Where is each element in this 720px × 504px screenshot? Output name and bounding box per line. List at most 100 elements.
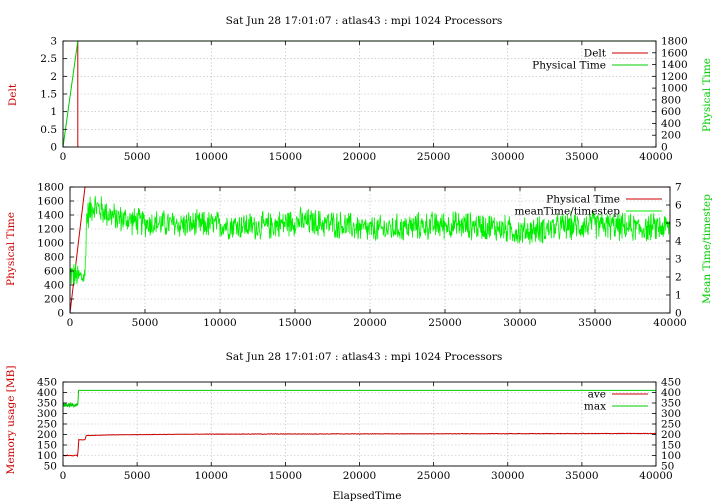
x-tick-label: 30000 (491, 151, 524, 163)
y2-tick-label: 1 (675, 290, 682, 302)
y2-tick-label: 50 (661, 461, 674, 473)
chart-panel-delt-physical-time: Sat Jun 28 17:01:07 : atlas43 : mpi 1024… (7, 15, 713, 163)
chart-title: Sat Jun 28 17:01:07 : atlas43 : mpi 1024… (226, 15, 503, 27)
x-tick-label: 0 (60, 151, 67, 163)
x-tick-label: 15000 (269, 151, 302, 163)
y2-tick-label: 4 (675, 236, 682, 248)
y2-tick-label: 5 (675, 218, 682, 230)
series-line-ave (63, 432, 657, 458)
x-tick-label: 10000 (195, 470, 228, 482)
y-tick-label: 400 (44, 280, 64, 292)
y-tick-label: 3 (50, 36, 57, 48)
y2-tick-label: 150 (661, 440, 681, 452)
y-axis-label: Delt (7, 83, 19, 106)
x-tick-label: 20000 (353, 317, 386, 329)
x-tick-label: 35000 (578, 317, 611, 329)
y-tick-label: 1400 (37, 210, 64, 222)
y2-tick-label: 1400 (661, 59, 688, 71)
y-tick-label: 150 (37, 440, 57, 452)
y2-tick-label: 250 (661, 419, 681, 431)
legend-label: Delt (584, 48, 607, 60)
x-tick-label: 10000 (203, 317, 236, 329)
x-tick-label: 25000 (417, 470, 450, 482)
x-axis-label: ElapsedTime (333, 490, 402, 502)
series-line-max (62, 389, 656, 409)
y2-tick-label: 400 (661, 118, 681, 130)
y2-tick-label: 7 (675, 182, 682, 194)
y2-tick-label: 0 (675, 308, 682, 320)
y2-tick-label: 3 (675, 254, 682, 266)
y-tick-label: 1 (50, 106, 57, 118)
legend-label: Physical Time (546, 194, 620, 206)
y-tick-label: 600 (44, 266, 64, 278)
y-tick-label: 1800 (37, 182, 64, 194)
legend-label: Physical Time (532, 60, 606, 72)
y-axis-label: Memory usage [MB] (5, 366, 17, 475)
x-tick-label: 25000 (417, 151, 450, 163)
legend-label: ave (588, 389, 606, 401)
y-tick-label: 1600 (37, 196, 64, 208)
y2-tick-label: 100 (661, 450, 681, 462)
x-tick-label: 35000 (565, 470, 598, 482)
x-tick-label: 40000 (639, 470, 672, 482)
y2-tick-label: 1800 (661, 36, 688, 48)
x-tick-label: 15000 (278, 317, 311, 329)
y2-tick-label: 200 (661, 429, 681, 441)
y-tick-label: 1200 (37, 224, 64, 236)
y2-tick-label: 1600 (661, 47, 688, 59)
y2-tick-label: 350 (661, 398, 681, 410)
y2-tick-label: 450 (661, 377, 681, 389)
x-tick-label: 30000 (491, 470, 524, 482)
x-tick-label: 20000 (343, 151, 376, 163)
y2-axis-label: Mean Time/timestep (701, 194, 713, 304)
x-tick-label: 25000 (428, 317, 461, 329)
y-tick-label: 350 (37, 398, 57, 410)
x-tick-label: 0 (60, 470, 67, 482)
chart-panel-memory: Sat Jun 28 17:01:07 : atlas43 : mpi 1024… (5, 351, 681, 502)
y2-tick-label: 600 (661, 106, 681, 118)
y2-tick-label: 0 (661, 142, 668, 154)
x-tick-label: 30000 (503, 317, 536, 329)
chart-title: Sat Jun 28 17:01:07 : atlas43 : mpi 1024… (226, 351, 503, 363)
x-tick-label: 40000 (653, 317, 686, 329)
y-tick-label: 2 (50, 71, 57, 83)
y-tick-label: 250 (37, 419, 57, 431)
x-tick-label: 5000 (124, 470, 151, 482)
y-tick-label: 100 (37, 450, 57, 462)
y-tick-label: 0 (50, 142, 57, 154)
legend-label: max (584, 401, 606, 413)
y2-tick-label: 200 (661, 130, 681, 142)
y2-tick-label: 1200 (661, 71, 688, 83)
y2-tick-label: 400 (661, 387, 681, 399)
x-tick-label: 5000 (124, 151, 151, 163)
y2-axis-label: Physical Time (701, 58, 713, 132)
x-tick-label: 5000 (132, 317, 159, 329)
y2-tick-label: 300 (661, 408, 681, 420)
y-tick-label: 0 (57, 308, 64, 320)
x-tick-label: 10000 (195, 151, 228, 163)
x-tick-label: 15000 (269, 470, 302, 482)
y-tick-label: 800 (44, 252, 64, 264)
y-tick-label: 2.5 (40, 53, 57, 65)
y2-tick-label: 6 (675, 200, 682, 212)
y-tick-label: 200 (37, 429, 57, 441)
y2-tick-label: 800 (661, 94, 681, 106)
x-tick-label: 40000 (639, 151, 672, 163)
y-tick-label: 300 (37, 408, 57, 420)
y-tick-label: 200 (44, 294, 64, 306)
y-axis-label: Physical Time (5, 212, 17, 286)
y2-tick-label: 1000 (661, 83, 688, 95)
y-tick-label: 400 (37, 387, 57, 399)
y2-tick-label: 2 (675, 272, 682, 284)
y-tick-label: 0.5 (40, 124, 57, 136)
y-tick-label: 1.5 (40, 89, 57, 101)
x-tick-label: 0 (67, 317, 74, 329)
series-line-meantime-timestep (69, 196, 671, 285)
y-tick-label: 1000 (37, 238, 64, 250)
y-tick-label: 450 (37, 377, 57, 389)
x-tick-label: 20000 (343, 470, 376, 482)
